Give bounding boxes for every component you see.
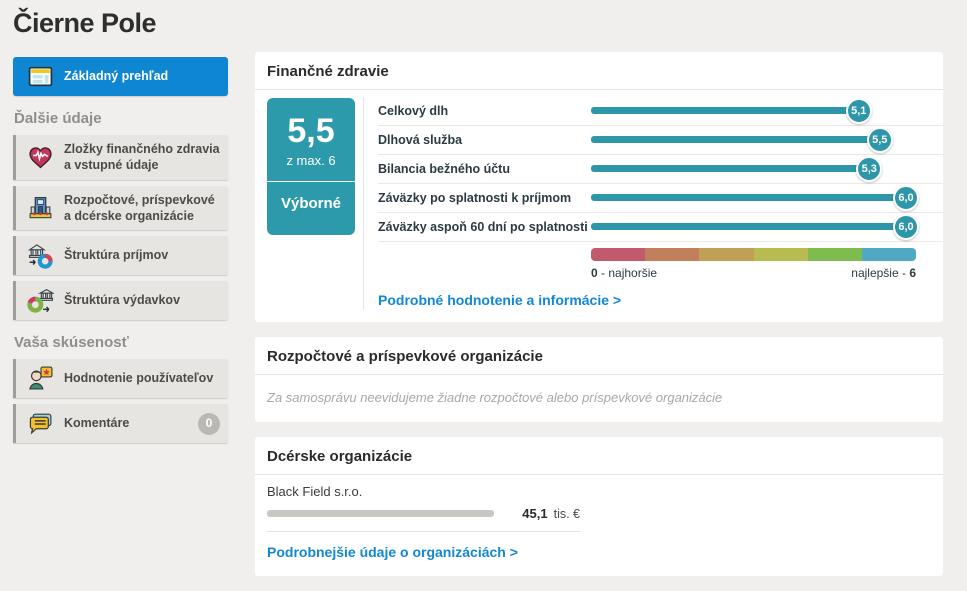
overall-score-rating: Výborné	[280, 195, 341, 212]
scale-worst-label: 0 - najhoršie	[591, 266, 658, 280]
heart-pulse-icon	[27, 144, 54, 171]
score-box-divider	[267, 181, 355, 182]
subsidiaries-title: Dcérske organizácie	[255, 437, 943, 475]
metrics-panel: Celkový dlh 5,1 Dlhová služba 5,5	[363, 97, 943, 310]
org-name: Black Field s.r.o.	[267, 484, 363, 499]
score-column: 5,5 z max. 6 Výborné	[267, 98, 355, 310]
dashboard-window-icon	[27, 63, 54, 90]
scale-segment	[753, 248, 808, 261]
sidebar-item-zakladny-prehlad[interactable]: Základný prehľad	[13, 57, 228, 96]
metric-bar-fill	[591, 107, 859, 114]
org-row: 45,1 tis. €	[267, 506, 580, 532]
sidebar-item-label: Základný prehľad	[64, 69, 169, 84]
sidebar-item-label: Štruktúra príjmov	[64, 248, 169, 263]
metric-label: Záväzky po splatnosti k príjmom	[378, 191, 572, 205]
financial-health-title: Finančné zdravie	[255, 52, 943, 90]
expense-donut-icon	[27, 287, 54, 314]
scale-segment	[807, 248, 862, 261]
sidebar-item-rozpoctove-prispevkove[interactable]: Rozpočtové, príspevkové a dcérske organi…	[13, 185, 228, 230]
metric-row-dlhova-sluzba: Dlhová služba 5,5	[378, 126, 943, 155]
metric-value-badge: 5,3	[856, 156, 883, 182]
main-content: Finančné zdravie 5,5 z max. 6 Výborné Ce…	[255, 0, 943, 591]
income-donut-icon	[27, 242, 54, 269]
user-rating-icon	[27, 365, 54, 392]
overall-score-box: 5,5 z max. 6 Výborné	[267, 98, 355, 235]
comments-icon	[27, 410, 54, 437]
metric-bar: 6,0	[591, 184, 921, 212]
metric-row-bilancia-bezneho-uctu: Bilancia bežného účtu 5,3	[378, 155, 943, 184]
sidebar-item-hodnotenie-pouzivatelov[interactable]: Hodnotenie používateľov	[13, 359, 228, 398]
metric-bar-fill	[591, 223, 906, 230]
org-value: 45,1	[522, 506, 548, 521]
comments-count-badge: 0	[198, 412, 220, 435]
sidebar-item-struktura-prijmov[interactable]: Štruktúra príjmov	[13, 236, 228, 275]
scale-segment	[699, 248, 754, 261]
metric-row-zavazky-60-dni: Záväzky aspoň 60 dní po splatnosti 6,0	[378, 213, 943, 242]
metric-label: Bilancia bežného účtu	[378, 162, 510, 176]
sidebar-item-struktura-vydavkov[interactable]: Štruktúra výdavkov	[13, 281, 228, 320]
overall-score-max-label: z max. 6	[286, 153, 336, 168]
financial-health-details-link[interactable]: Podrobné hodnotenie a informácie >	[378, 292, 622, 308]
metric-value-badge: 6,0	[893, 185, 919, 211]
sidebar-item-label: Hodnotenie používateľov	[64, 371, 214, 386]
scale-labels: 0 - najhoršie najlepšie - 6	[591, 266, 916, 280]
score-color-scale: 0 - najhoršie najlepšie - 6	[591, 248, 916, 280]
financial-health-card: Finančné zdravie 5,5 z max. 6 Výborné Ce…	[255, 52, 943, 322]
subsidiaries-details-link[interactable]: Podrobnejšie údaje o organizáciách >	[267, 544, 518, 560]
budget-orgs-card: Rozpočtové a príspevkové organizácie Za …	[255, 337, 943, 422]
metric-label: Dlhová služba	[378, 133, 463, 147]
sidebar-item-label: Rozpočtové, príspevkové a dcérske organi…	[64, 192, 215, 223]
metric-bar: 5,3	[591, 155, 921, 183]
metric-value-badge: 5,5	[866, 127, 893, 153]
sidebar-item-label: Komentáre	[64, 416, 130, 431]
page-title: Čierne Pole	[13, 8, 157, 38]
metric-bar: 5,1	[591, 97, 921, 125]
sidebar-section-header-dalsie-udaje: Ďalšie údaje	[14, 110, 102, 127]
sidebar-item-label: Štruktúra výdavkov	[64, 293, 181, 308]
metric-row-celkovy-dlh: Celkový dlh 5,1	[378, 97, 943, 126]
subsidiaries-body: Black Field s.r.o. 45,1 tis. € Podrobnej…	[255, 475, 943, 576]
scale-best-label: najlepšie - 6	[851, 266, 916, 280]
metric-row-zavazky-po-splatnosti: Záväzky po splatnosti k príjmom 6,0	[378, 184, 943, 213]
metric-label: Záväzky aspoň 60 dní po splatnosti	[378, 220, 588, 234]
sidebar-item-komentare[interactable]: Komentáre 0	[13, 404, 228, 443]
sidebar-section-header-vasa-skusenost: Vaša skúsenosť	[14, 334, 129, 351]
budget-orgs-title: Rozpočtové a príspevkové organizácie	[255, 337, 943, 375]
metric-label: Celkový dlh	[378, 104, 449, 118]
subsidiaries-card: Dcérske organizácie Black Field s.r.o. 4…	[255, 437, 943, 576]
metric-bar-fill	[591, 136, 880, 143]
budget-orgs-empty-message: Za samosprávu neevidujeme žiadne rozpočt…	[267, 390, 723, 405]
sidebar-item-label: Zložky finančného zdravia a vstupné údaj…	[64, 142, 220, 173]
scale-segment	[591, 248, 646, 261]
town-hall-icon	[27, 194, 54, 221]
metric-bar-fill	[591, 194, 906, 201]
score-color-scale-bar	[591, 248, 916, 261]
financial-health-body: 5,5 z max. 6 Výborné Celkový dlh 5,1	[255, 90, 943, 322]
overall-score-value: 5,5	[287, 112, 335, 150]
metric-value-badge: 6,0	[893, 214, 919, 240]
metric-value-badge: 5,1	[845, 98, 872, 124]
sidebar-item-zlozky-financneho-zdravia[interactable]: Zložky finančného zdravia a vstupné údaj…	[13, 135, 228, 180]
scale-segment	[645, 248, 700, 261]
scale-segment	[861, 248, 916, 261]
metric-bar: 6,0	[591, 213, 921, 241]
metric-bar-fill	[591, 165, 870, 172]
sidebar: Čierne Pole Základný prehľad Ďalšie údaj…	[13, 0, 228, 591]
metric-bar: 5,5	[591, 126, 921, 154]
org-value-unit: tis. €	[553, 506, 580, 521]
org-value-bar	[267, 510, 494, 517]
